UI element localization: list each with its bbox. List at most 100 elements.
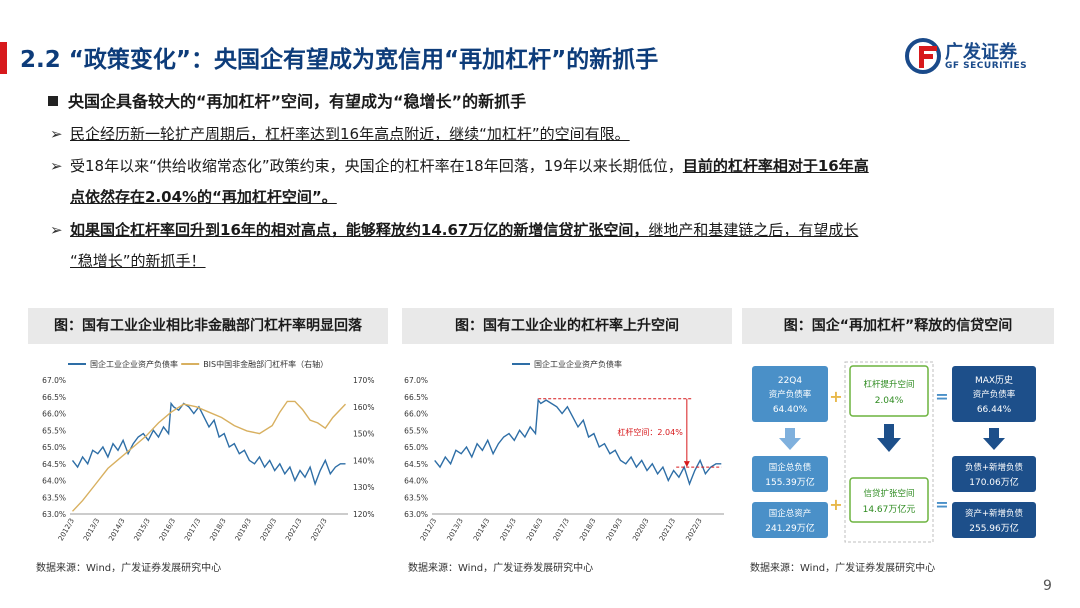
title-accent-bar bbox=[0, 42, 7, 74]
x-tick-label: 2017/3 bbox=[552, 517, 571, 542]
flow-b1-line2: 2.04% bbox=[875, 396, 904, 406]
y-tick-label: 64.0% bbox=[42, 477, 66, 486]
y-tick-label: 64.0% bbox=[404, 477, 428, 486]
flow-c1-line3: 66.44% bbox=[977, 405, 1012, 415]
y-tick-label: 66.5% bbox=[404, 393, 428, 402]
flow-a1-line3: 64.40% bbox=[773, 405, 808, 415]
x-tick-label: 2021/3 bbox=[284, 517, 303, 542]
y2-tick-label: 170% bbox=[353, 376, 374, 385]
y-tick-label: 66.0% bbox=[42, 410, 66, 419]
flow-a3-line2: 241.29万亿 bbox=[765, 522, 815, 534]
x-tick-label: 2013/3 bbox=[82, 517, 101, 542]
flow-a2-line2: 155.39万亿 bbox=[765, 476, 815, 488]
chart-2: 国企工业企业资产负债率 67.0% 66.5% 66.0% 65.5% 65.0% 64.5… bbox=[404, 359, 724, 542]
x-tick-label: 2022/3 bbox=[310, 517, 329, 542]
flow-b2-line2: 14.67万亿元 bbox=[863, 503, 916, 515]
flow-a3-line1: 国企总资产 bbox=[769, 508, 812, 519]
flow-a2-line1: 国企总负债 bbox=[769, 462, 812, 473]
x-tick-label: 2021/3 bbox=[658, 517, 677, 542]
credit-flow-diagram: 22Q4 资产负债率 64.40% 国企总负债 155.39万亿 国企总资产 2… bbox=[752, 361, 1036, 543]
bullet-3: ➢ 如果国企杠杆率回升到16年的相对高点，能够释放约14.67万亿的新增信贷扩张空… bbox=[50, 219, 858, 240]
y2-tick-label: 130% bbox=[353, 483, 374, 492]
flow-c3-line1: 资产+新增负债 bbox=[965, 508, 1024, 519]
bullet-2-line-2: 点依然存在2.04%的“再加杠杆空间”。 bbox=[70, 188, 337, 206]
flow-box-b2 bbox=[849, 477, 929, 523]
x-tick-label: 2022/3 bbox=[684, 517, 703, 542]
flow-box-a2 bbox=[752, 456, 828, 492]
plus-sign-bottom: + bbox=[829, 495, 842, 514]
equals-sign-bottom: = bbox=[935, 495, 948, 514]
y-tick-label: 67.0% bbox=[42, 376, 66, 385]
logo-english: GF SECURITIES bbox=[945, 61, 1028, 71]
figure-2-source: 数据来源：Wind，广发证券发展研究中心 bbox=[408, 563, 594, 574]
bullet-1: ➢ 民企经历新一轮扩产周期后，杠杆率达到16年高点附近，继续“加杠杆”的空间有限。 bbox=[50, 123, 630, 144]
y-tick-label: 65.5% bbox=[42, 426, 66, 435]
flow-box-a1 bbox=[752, 366, 828, 422]
series-line-2 bbox=[71, 400, 347, 512]
x-tick-label: 2020/3 bbox=[259, 517, 278, 542]
gap-annotation: 杠杆空间：2.04% bbox=[617, 427, 683, 437]
bullet-3-line-2: “稳增长”的新抓手！ bbox=[70, 252, 206, 270]
flow-a1-line1: 22Q4 bbox=[778, 376, 803, 386]
y-tick-label: 63.5% bbox=[404, 493, 428, 502]
brand-logo: 广发证券 GF SECURITIES bbox=[905, 38, 1045, 78]
down-arrow-icon bbox=[983, 428, 1005, 450]
flow-c2-line2: 170.06万亿 bbox=[969, 476, 1019, 488]
flow-box-c1 bbox=[952, 366, 1036, 422]
bullet-3-text-a: 如果国企杠杆率回升到16年的相对高点，能够释放约14.67万亿的新增信贷扩张空间… bbox=[70, 221, 649, 239]
x-tick-label: 2012/3 bbox=[57, 517, 76, 542]
bullet-3-text-b: 继地产和基建链之后，有望成长 bbox=[648, 221, 859, 239]
series-line-1 bbox=[434, 398, 722, 486]
x-tick-label: 2018/3 bbox=[578, 517, 597, 542]
flow-box-c3 bbox=[952, 502, 1036, 538]
main-bullet-text: 央国企具备较大的“再加杠杆”空间，有望成为“稳增长”的新抓手 bbox=[68, 92, 527, 111]
y-tick-label: 66.5% bbox=[42, 393, 66, 402]
flow-c3-line2: 255.96万亿 bbox=[969, 522, 1019, 534]
y2-tick-label: 120% bbox=[353, 510, 374, 519]
y-tick-label: 67.0% bbox=[404, 376, 428, 385]
legend-label-2: BIS中国非金融部门杠杆率（右轴） bbox=[203, 359, 328, 369]
chart-1: 国企工业企业资产负债率 BIS中国非金融部门杠杆率（右轴） 67.0% 66.5% 66… bbox=[42, 359, 374, 542]
flow-c2-line1: 负债+新增负债 bbox=[965, 462, 1024, 473]
x-tick-label: 2018/3 bbox=[208, 517, 227, 542]
flow-b1-line1: 杠杆提升空间 bbox=[863, 379, 914, 390]
flow-box-b1 bbox=[849, 365, 929, 417]
flow-box-b-frame bbox=[844, 361, 934, 543]
arrow-bullet-icon: ➢ bbox=[50, 157, 63, 175]
y2-tick-label: 140% bbox=[353, 456, 374, 465]
arrow-bullet-icon: ➢ bbox=[50, 221, 63, 239]
y-tick-label: 63.0% bbox=[42, 510, 66, 519]
y-tick-label: 65.5% bbox=[404, 426, 428, 435]
flow-box-a3 bbox=[752, 502, 828, 538]
x-tick-label: 2013/3 bbox=[446, 517, 465, 542]
x-tick-label: 2014/3 bbox=[472, 517, 491, 542]
plus-sign-top: + bbox=[829, 387, 842, 406]
logo-chinese: 广发证券 bbox=[945, 42, 1017, 63]
figure-1-source: 数据来源：Wind，广发证券发展研究中心 bbox=[36, 563, 222, 574]
figure-3-source: 数据来源：Wind，广发证券发展研究中心 bbox=[750, 563, 936, 574]
y-tick-label: 65.0% bbox=[42, 443, 66, 452]
down-arrow-icon bbox=[683, 461, 690, 468]
x-tick-label: 2015/3 bbox=[133, 517, 152, 542]
y2-tick-label: 160% bbox=[353, 403, 374, 412]
x-tick-label: 2020/3 bbox=[631, 517, 650, 542]
flow-c1-line1: MAX历史 bbox=[975, 374, 1013, 386]
bullet-1-text: 民企经历新一轮扩产周期后，杠杆率达到16年高点附近，继续“加杠杆”的空间有限。 bbox=[70, 125, 630, 143]
x-tick-label: 2016/3 bbox=[158, 517, 177, 542]
flow-c1-line2: 资产负债率 bbox=[973, 389, 1016, 400]
main-bullet: 央国企具备较大的“再加杠杆”空间，有望成为“稳增长”的新抓手 bbox=[48, 88, 526, 112]
arrow-bullet-icon: ➢ bbox=[50, 125, 63, 143]
y-tick-label: 64.5% bbox=[42, 460, 66, 469]
figure-3-title: 图：国企“再加杠杆”释放的信贷空间 bbox=[742, 308, 1054, 344]
x-tick-label: 2016/3 bbox=[525, 517, 544, 542]
page-number: 9 bbox=[1043, 578, 1052, 594]
flow-box-c2 bbox=[952, 456, 1036, 492]
x-tick-label: 2019/3 bbox=[605, 517, 624, 542]
down-arrow-icon bbox=[877, 424, 901, 452]
flow-a1-line2: 资产负债率 bbox=[769, 389, 812, 400]
y-tick-label: 66.0% bbox=[404, 410, 428, 419]
gf-logo-icon bbox=[905, 38, 941, 74]
figure-1-title: 图：国有工业企业相比非金融部门杠杆率明显回落 bbox=[28, 308, 388, 344]
square-bullet-icon bbox=[48, 96, 58, 106]
legend-label-1: 国企工业企业资产负债率 bbox=[90, 359, 178, 369]
